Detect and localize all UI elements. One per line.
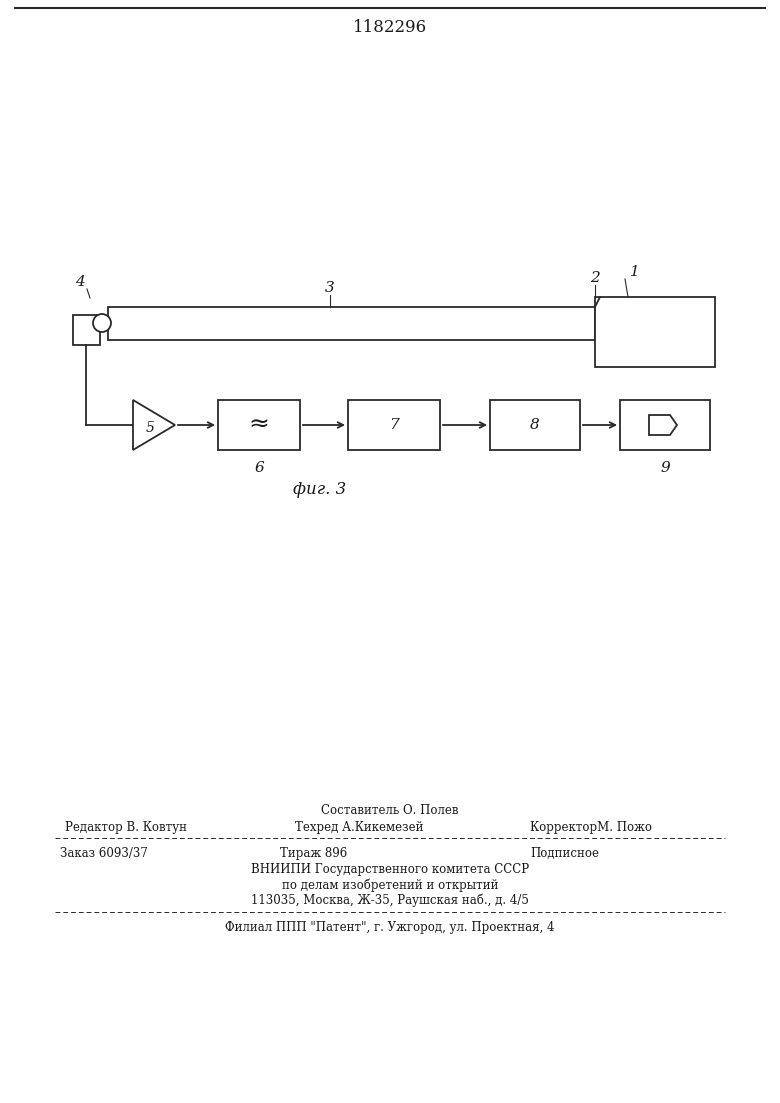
Text: по делам изобретений и открытий: по делам изобретений и открытий <box>282 878 498 891</box>
Text: 5: 5 <box>146 421 154 435</box>
Bar <box>73 315 100 345</box>
Text: 6: 6 <box>254 461 264 475</box>
Text: Филиал ППП "Патент", г. Ужгород, ул. Проектная, 4: Филиал ППП "Патент", г. Ужгород, ул. Про… <box>225 921 555 934</box>
Circle shape <box>93 314 111 332</box>
Text: 1182296: 1182296 <box>353 20 427 36</box>
Text: 9: 9 <box>660 461 670 475</box>
Bar <box>620 400 710 450</box>
Text: 4: 4 <box>75 275 85 289</box>
Polygon shape <box>649 415 677 435</box>
Bar <box>348 400 440 450</box>
Text: 3: 3 <box>325 281 335 295</box>
Bar <box>108 307 595 340</box>
Text: Подписное: Подписное <box>530 846 599 859</box>
Text: Техред А.Кикемезей: Техред А.Кикемезей <box>295 822 424 835</box>
Polygon shape <box>133 400 175 450</box>
Text: 7: 7 <box>389 418 399 432</box>
Text: фиг. 3: фиг. 3 <box>293 482 346 499</box>
Text: 1: 1 <box>630 265 640 279</box>
Text: Заказ 6093/37: Заказ 6093/37 <box>60 846 148 859</box>
Text: ВНИИПИ Государственного комитета СССР: ВНИИПИ Государственного комитета СССР <box>251 863 529 876</box>
Text: 113035, Москва, Ж-35, Раушская наб., д. 4/5: 113035, Москва, Ж-35, Раушская наб., д. … <box>251 893 529 907</box>
Text: 2: 2 <box>590 271 600 285</box>
Bar <box>490 400 580 450</box>
Text: Составитель О. Полев: Составитель О. Полев <box>321 803 459 816</box>
Bar <box>218 400 300 450</box>
Text: КорректорМ. Пожо: КорректорМ. Пожо <box>530 822 652 835</box>
Text: ≈: ≈ <box>249 413 270 437</box>
Text: 8: 8 <box>530 418 540 432</box>
Text: Редактор В. Ковтун: Редактор В. Ковтун <box>65 822 187 835</box>
Bar <box>595 297 715 367</box>
Text: Тираж 896: Тираж 896 <box>280 846 347 859</box>
